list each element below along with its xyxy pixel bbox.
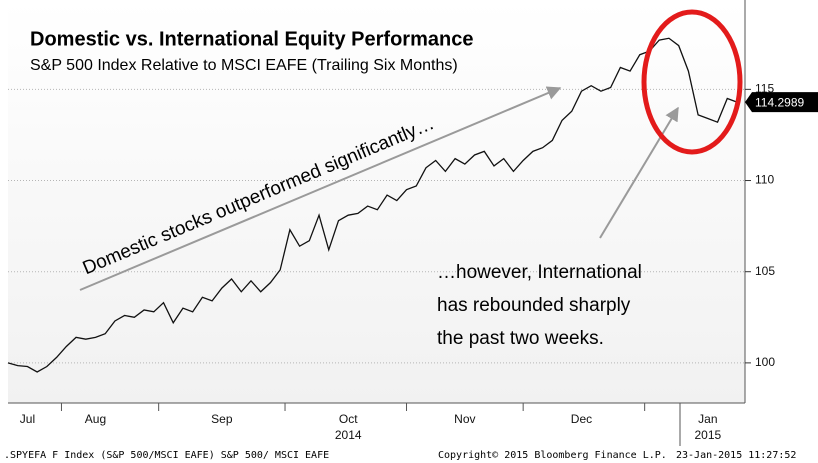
x-tick-label: Jul bbox=[20, 412, 35, 426]
year-label: 2014 bbox=[335, 428, 362, 442]
x-tick-label: Sep bbox=[211, 412, 233, 426]
y-tick-label: 110 bbox=[755, 173, 774, 187]
value-label-box bbox=[745, 92, 818, 113]
x-tick-label: Jan bbox=[698, 412, 717, 426]
footer: .SPYEFA F Index (S&P 500/MSCI EAFE) S&P … bbox=[4, 450, 329, 461]
value-label: 114.2989 bbox=[755, 95, 804, 109]
footer: Copyright© 2015 Bloomberg Finance L.P. bbox=[438, 450, 667, 461]
arrow bbox=[599, 106, 679, 239]
y-tick-label: 100 bbox=[755, 355, 775, 369]
x-tick-label: Oct bbox=[339, 412, 358, 426]
chart-title: Domestic vs. International Equity Perfor… bbox=[30, 28, 473, 50]
y-tick-label: 115 bbox=[755, 82, 774, 96]
annotation: …however, International bbox=[437, 262, 642, 283]
annotation: the past two weeks. bbox=[437, 328, 604, 349]
footer: 23-Jan-2015 11:27:52 bbox=[676, 450, 796, 461]
chart-subtitle: S&P 500 Index Relative to MSCI EAFE (Tra… bbox=[30, 57, 458, 74]
highlight-circle bbox=[641, 9, 743, 155]
x-tick-label: Aug bbox=[85, 412, 106, 426]
x-tick-label: Dec bbox=[571, 412, 592, 426]
line bbox=[7, 37, 738, 373]
y-tick-label: 105 bbox=[755, 264, 775, 278]
arrow bbox=[79, 86, 562, 291]
marks bbox=[7, 37, 751, 373]
annotation: has rebounded sharply bbox=[437, 295, 631, 316]
x-tick-label: Nov bbox=[454, 412, 475, 426]
year-label: 2015 bbox=[694, 428, 721, 442]
